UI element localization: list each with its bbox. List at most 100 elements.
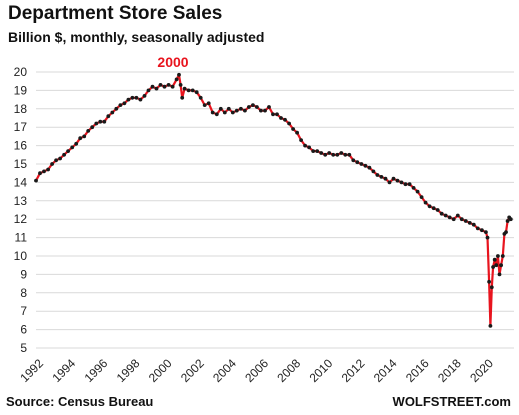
- y-tick-label: 7: [20, 304, 27, 318]
- x-tick-label: 2010: [307, 356, 336, 385]
- data-point: [435, 208, 440, 212]
- data-point: [182, 86, 187, 91]
- data-point: [443, 213, 448, 218]
- data-point: [66, 149, 70, 154]
- data-point: [371, 169, 376, 174]
- data-point: [489, 285, 494, 290]
- y-tick-label: 15: [14, 157, 28, 171]
- data-point: [359, 162, 364, 166]
- y-tick-label: 8: [20, 286, 27, 300]
- data-point: [504, 230, 508, 235]
- y-tick-label: 20: [14, 65, 28, 79]
- data-point: [375, 173, 380, 177]
- data-point: [427, 204, 432, 209]
- data-point: [177, 72, 181, 77]
- data-point: [263, 108, 267, 113]
- y-tick-label: 12: [14, 212, 28, 226]
- data-point: [58, 156, 62, 161]
- data-point: [190, 88, 195, 93]
- data-point: [327, 151, 332, 155]
- data-point: [387, 180, 392, 185]
- data-point: [339, 151, 344, 155]
- data-point: [255, 105, 259, 109]
- x-tick-label: 2008: [274, 356, 303, 385]
- data-point: [54, 158, 58, 163]
- x-tick-label: 2014: [371, 356, 400, 385]
- data-point: [259, 108, 263, 113]
- x-tick-label: 1994: [49, 356, 78, 385]
- data-point: [198, 95, 203, 100]
- data-point: [275, 112, 279, 117]
- brand-label: WOLFSTREET.com: [392, 394, 511, 409]
- data-point: [423, 200, 428, 205]
- data-point: [126, 97, 131, 102]
- data-point: [98, 119, 103, 124]
- data-point: [202, 103, 207, 107]
- data-point: [419, 195, 424, 200]
- x-tick-label: 1998: [114, 356, 143, 385]
- data-point: [230, 110, 235, 115]
- data-point: [222, 110, 227, 115]
- data-point: [403, 182, 408, 187]
- data-point: [494, 263, 499, 268]
- data-point: [154, 86, 159, 91]
- data-point: [480, 228, 484, 233]
- data-point: [150, 84, 155, 89]
- y-tick-label: 18: [14, 102, 28, 116]
- data-point: [287, 121, 291, 126]
- data-point: [499, 263, 503, 268]
- data-point: [34, 178, 38, 183]
- data-point: [142, 94, 147, 98]
- data-point: [102, 119, 107, 124]
- y-tick-label: 17: [14, 120, 28, 134]
- data-point: [451, 217, 456, 222]
- x-tick-label: 2012: [339, 356, 368, 385]
- x-tick-label: 2018: [435, 356, 464, 385]
- data-point: [323, 152, 328, 157]
- peak-annotation: 2000: [157, 54, 188, 70]
- data-point: [46, 167, 50, 172]
- y-tick-label: 5: [20, 341, 27, 355]
- chart-subtitle: Billion $, monthly, seasonally adjusted: [8, 29, 265, 45]
- data-point: [331, 152, 336, 157]
- data-point: [86, 129, 91, 133]
- data-point: [106, 114, 111, 119]
- y-tick-label: 6: [20, 323, 27, 337]
- data-point: [239, 106, 243, 111]
- data-point: [379, 175, 384, 179]
- data-point: [122, 101, 127, 106]
- data-point: [343, 152, 348, 157]
- data-point: [94, 121, 99, 126]
- y-tick-label: 10: [14, 249, 28, 263]
- data-point: [295, 130, 299, 135]
- data-point: [505, 219, 510, 223]
- data-point: [226, 106, 231, 111]
- data-point: [38, 171, 42, 176]
- data-point: [138, 97, 143, 102]
- data-point: [180, 95, 185, 100]
- data-point: [78, 136, 83, 141]
- data-point: [315, 149, 320, 154]
- data-point: [455, 213, 460, 218]
- data-point: [247, 105, 251, 109]
- data-point: [492, 257, 497, 262]
- source-note: Source: Census Bureau: [6, 394, 154, 409]
- data-point: [508, 217, 513, 222]
- data-point: [130, 95, 135, 100]
- data-point: [363, 163, 368, 168]
- data-point: [347, 152, 352, 157]
- x-tick-label: 1996: [82, 356, 111, 385]
- y-tick-label: 11: [15, 231, 28, 245]
- x-tick-label: 2016: [403, 356, 432, 385]
- y-tick-label: 16: [14, 139, 28, 153]
- data-point: [399, 180, 404, 185]
- x-tick-label: 2000: [146, 356, 175, 385]
- data-point: [279, 116, 283, 120]
- data-point: [311, 149, 316, 154]
- x-tick-label: 2006: [242, 356, 271, 385]
- data-point: [395, 178, 400, 183]
- data-point: [62, 152, 66, 157]
- data-point: [42, 169, 46, 174]
- data-point: [475, 226, 480, 231]
